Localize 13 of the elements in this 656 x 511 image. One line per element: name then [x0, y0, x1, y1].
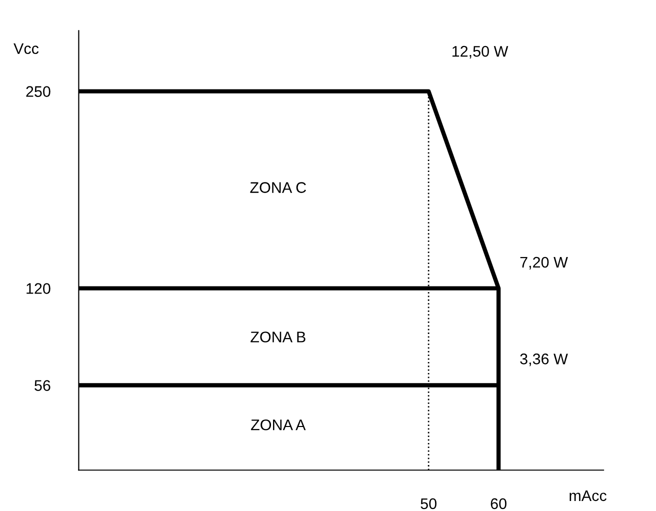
y-tick-label: 250	[26, 86, 50, 97]
annotation: ZONA A	[251, 419, 306, 430]
y-tick-label: 120	[26, 283, 50, 294]
annotation: ZONA B	[250, 332, 306, 342]
annotation: ZONA C	[250, 182, 306, 193]
y-tick-label: 56	[34, 380, 50, 391]
annotation: 12,50 W	[452, 46, 508, 59]
annotation: 3,36 W	[520, 354, 568, 366]
x-tick-label: 60	[490, 498, 506, 510]
x-axis-title: mAcc	[570, 490, 606, 502]
x-tick-label: 50	[420, 498, 436, 510]
y-axis-title: Vcc	[14, 43, 39, 54]
annotation: 7,20 W	[520, 256, 568, 270]
